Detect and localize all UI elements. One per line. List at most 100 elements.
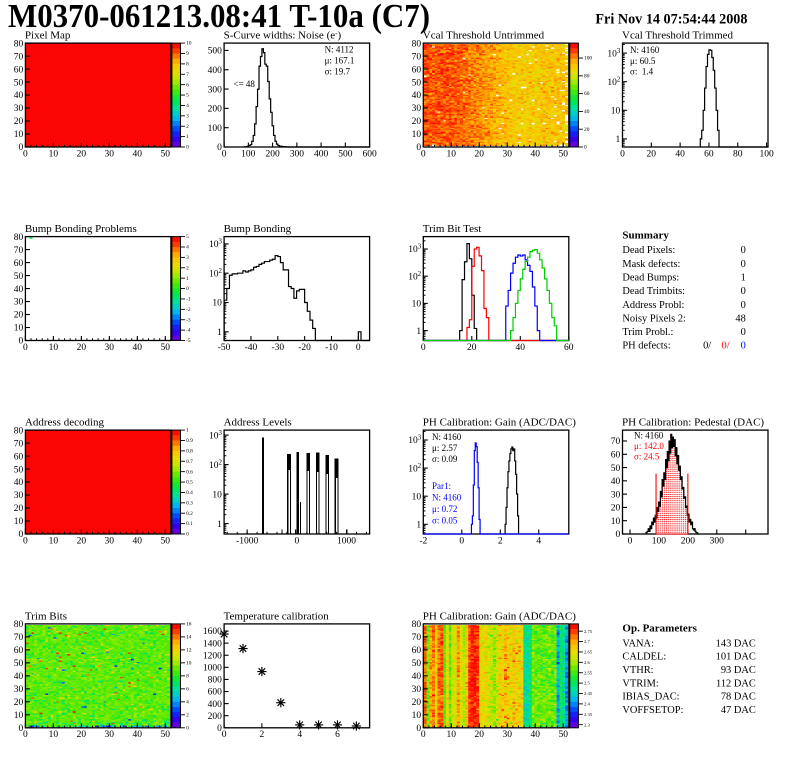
svg-text:200: 200 (265, 149, 280, 159)
svg-text:μ: 60.5: μ: 60.5 (630, 56, 656, 66)
svg-text:80: 80 (14, 620, 24, 630)
svg-text:102: 102 (607, 76, 621, 88)
svg-text:10: 10 (412, 300, 422, 310)
svg-text:0: 0 (186, 145, 189, 151)
svg-text:50: 50 (161, 149, 171, 159)
svg-text:40: 40 (412, 91, 422, 101)
svg-text:20: 20 (14, 698, 24, 708)
svg-text:600: 600 (208, 688, 223, 698)
svg-text:10: 10 (49, 730, 59, 740)
svg-text:0.3: 0.3 (186, 500, 193, 506)
svg-text:101 DAC: 101 DAC (716, 652, 756, 663)
svg-text:20: 20 (467, 343, 477, 353)
svg-text:1: 1 (186, 134, 189, 140)
svg-text:50: 50 (558, 149, 568, 159)
svg-text:Dead Pixels:: Dead Pixels: (622, 245, 675, 256)
svg-text:8: 8 (186, 62, 189, 68)
svg-text:0.9: 0.9 (186, 438, 193, 444)
svg-text:800: 800 (208, 676, 223, 686)
svg-text:50: 50 (611, 464, 621, 474)
svg-text:60: 60 (14, 452, 24, 462)
svg-text:0: 0 (18, 143, 23, 153)
svg-text:μ: 2.57: μ: 2.57 (432, 443, 458, 453)
svg-text:80: 80 (412, 620, 422, 630)
svg-text:Par1:: Par1: (432, 481, 451, 491)
svg-text:-1000: -1000 (236, 536, 258, 546)
svg-text:143 DAC: 143 DAC (716, 638, 756, 649)
svg-text:6: 6 (186, 686, 189, 692)
svg-text:σ: 19.7: σ: 19.7 (325, 66, 351, 76)
svg-text:0: 0 (23, 149, 28, 159)
svg-text:1000: 1000 (337, 536, 356, 546)
svg-text:40: 40 (584, 109, 590, 115)
svg-text:2.3: 2.3 (584, 722, 590, 727)
svg-text:4: 4 (186, 103, 189, 109)
svg-text:-2: -2 (419, 536, 427, 546)
svg-text:0: 0 (18, 530, 23, 540)
svg-text:2: 2 (498, 536, 503, 546)
svg-text:2.7: 2.7 (584, 639, 590, 644)
svg-text:20: 20 (584, 127, 590, 133)
svg-text:0: 0 (356, 343, 361, 353)
svg-text:100: 100 (584, 56, 592, 62)
svg-text:1: 1 (416, 521, 421, 531)
svg-text:PH Calibration: Pedestal (DAC): PH Calibration: Pedestal (DAC) (622, 417, 764, 429)
svg-text:0: 0 (741, 286, 746, 297)
svg-text:20: 20 (14, 117, 24, 127)
svg-text:0: 0 (23, 343, 28, 353)
svg-text:200: 200 (208, 712, 223, 722)
svg-text:80: 80 (733, 149, 743, 159)
svg-text:Trim Bits: Trim Bits (25, 610, 67, 622)
svg-text:μ: 0.72: μ: 0.72 (432, 504, 457, 514)
svg-text:300: 300 (290, 149, 305, 159)
svg-text:30: 30 (14, 104, 24, 114)
svg-text:Bump Bonding: Bump Bonding (224, 223, 292, 235)
svg-text:10: 10 (412, 130, 422, 140)
svg-text:103: 103 (209, 430, 223, 442)
svg-text:20: 20 (77, 730, 87, 740)
svg-text:3: 3 (186, 255, 189, 261)
svg-text:1: 1 (217, 520, 222, 530)
svg-text:0: 0 (295, 536, 300, 546)
svg-text:50: 50 (14, 659, 24, 669)
svg-text:0: 0 (23, 730, 28, 740)
svg-text:20: 20 (412, 117, 422, 127)
svg-text:-1: -1 (186, 297, 191, 303)
svg-text:VTHR:: VTHR: (622, 665, 653, 676)
svg-text:0.1: 0.1 (186, 521, 193, 527)
svg-text:10: 10 (186, 661, 192, 667)
svg-text:60: 60 (14, 259, 24, 269)
svg-text:10: 10 (14, 711, 24, 721)
svg-text:20: 20 (647, 149, 657, 159)
svg-text:Mask defects:: Mask defects: (622, 259, 680, 270)
svg-text:60: 60 (14, 646, 24, 656)
svg-text:N: 4112: N: 4112 (325, 45, 354, 55)
svg-text:-30: -30 (271, 343, 284, 353)
svg-text:30: 30 (105, 149, 115, 159)
svg-text:10: 10 (49, 536, 59, 546)
svg-text:10: 10 (49, 343, 59, 353)
svg-text:σ: 0.09: σ: 0.09 (432, 454, 458, 464)
svg-text:7: 7 (186, 72, 189, 78)
svg-text:10: 10 (611, 107, 621, 117)
svg-text:Vcal Threshold Untrimmed: Vcal Threshold Untrimmed (423, 30, 545, 42)
svg-text:VOFFSETOP:: VOFFSETOP: (622, 705, 683, 716)
svg-text:100: 100 (208, 124, 223, 134)
svg-text:-40: -40 (245, 343, 258, 353)
svg-text:1600: 1600 (203, 627, 222, 637)
svg-text:60: 60 (704, 149, 714, 159)
svg-text:50: 50 (14, 272, 24, 282)
svg-text:σ: 24.5: σ: 24.5 (634, 452, 660, 462)
svg-text:10: 10 (447, 730, 457, 740)
svg-text:2: 2 (186, 265, 189, 271)
svg-text:47 DAC: 47 DAC (721, 705, 756, 716)
svg-text:2: 2 (260, 730, 265, 740)
svg-text:2.75: 2.75 (584, 629, 593, 634)
svg-text:1400: 1400 (203, 639, 222, 649)
svg-text:<= 48: <= 48 (234, 79, 256, 89)
svg-text:400: 400 (314, 149, 329, 159)
svg-text:Address Levels: Address Levels (224, 417, 292, 429)
svg-text:9: 9 (186, 51, 189, 57)
svg-text:Noisy Pixels 2:: Noisy Pixels 2: (622, 313, 686, 324)
svg-text:0: 0 (620, 149, 625, 159)
